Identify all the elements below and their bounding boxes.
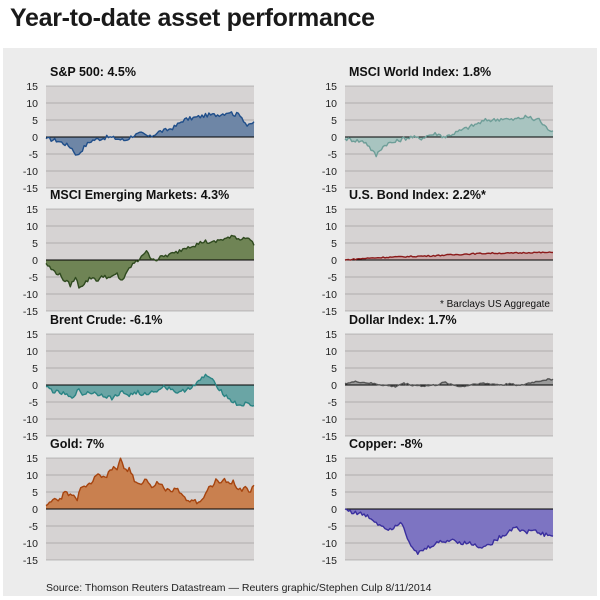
copper-tick-label: 15 — [325, 453, 337, 465]
copper-series-line — [344, 508, 554, 555]
brent-chart-title: Brent Crude: -6.1% — [50, 313, 163, 327]
msci-world-chart-title: MSCI World Index: 1.8% — [349, 65, 491, 79]
msci-em-tick-label: 10 — [26, 221, 38, 233]
brent-tick-label: 10 — [26, 346, 38, 358]
msci-world-tick-label: 5 — [331, 115, 337, 127]
msci-world-series-line — [344, 114, 554, 158]
copper-tick-label: 10 — [325, 470, 337, 482]
us-bond-tick-label: -10 — [322, 289, 337, 301]
brent-series-line — [45, 373, 255, 407]
copper-tick-label: 5 — [331, 487, 337, 499]
us-bond-tick-label: -5 — [328, 272, 337, 284]
brent-tick-label: 5 — [32, 363, 38, 375]
msci-world-tick-label: 0 — [331, 132, 337, 144]
dollar-tick-label: -10 — [322, 414, 337, 426]
page-title: Year-to-date asset performance — [10, 4, 375, 32]
msci-world-tick-label: -15 — [322, 183, 337, 195]
dollar-chart-title: Dollar Index: 1.7% — [349, 313, 457, 327]
msci-world-tick-label: 10 — [325, 98, 337, 110]
msci-em-tick-label: 15 — [26, 204, 38, 216]
gold-tick-label: 0 — [32, 504, 38, 516]
gold-area-fill — [46, 458, 254, 509]
us-bond-tick-label: 0 — [331, 255, 337, 267]
sp500-series-line — [45, 111, 255, 156]
copper-chart-title: Copper: -8% — [349, 437, 423, 451]
copper-tick-label: 0 — [331, 504, 337, 516]
copper-tick-label: -10 — [322, 538, 337, 550]
dollar-tick-label: 10 — [325, 346, 337, 358]
sp500-chart-title: S&P 500: 4.5% — [50, 65, 136, 79]
sp500-tick-label: -5 — [29, 149, 38, 161]
sp500-tick-label: 10 — [26, 98, 38, 110]
msci-em-tick-label: -5 — [29, 272, 38, 284]
msci-em-tick-label: 5 — [32, 238, 38, 250]
msci-em-area-fill — [46, 235, 254, 288]
copper-area-fill — [345, 509, 553, 555]
sp500-tick-label: -15 — [23, 183, 38, 195]
msci-world-tick-label: -5 — [328, 149, 337, 161]
us-bond-tick-label: 5 — [331, 238, 337, 250]
msci-world-tick-label: 15 — [325, 81, 337, 93]
gold-series-line — [45, 457, 255, 507]
msci-em-chart-title: MSCI Emerging Markets: 4.3% — [50, 188, 229, 202]
sp500-tick-label: 5 — [32, 115, 38, 127]
gold-chart-title: Gold: 7% — [50, 437, 104, 451]
gold-tick-label: 10 — [26, 470, 38, 482]
brent-tick-label: 15 — [26, 329, 38, 341]
sp500-tick-label: -10 — [23, 166, 38, 178]
sp500-tick-label: 0 — [32, 132, 38, 144]
dollar-series-line — [344, 378, 554, 388]
us-bond-chart-title: U.S. Bond Index: 2.2%* — [349, 188, 486, 202]
source-note: Source: Thomson Reuters Datastream — Reu… — [46, 582, 432, 594]
brent-tick-label: -15 — [23, 431, 38, 443]
gold-tick-label: -15 — [23, 555, 38, 567]
brent-area-fill — [46, 374, 254, 406]
msci-em-tick-label: -15 — [23, 306, 38, 318]
msci-world-tick-label: -10 — [322, 166, 337, 178]
sp500-area-fill — [46, 111, 254, 155]
gold-tick-label: -10 — [23, 538, 38, 550]
copper-tick-label: -5 — [328, 521, 337, 533]
brent-tick-label: 0 — [32, 380, 38, 392]
gold-tick-label: 15 — [26, 453, 38, 465]
brent-tick-label: -5 — [29, 397, 38, 409]
dollar-tick-label: -5 — [328, 397, 337, 409]
dollar-tick-label: 0 — [331, 380, 337, 392]
msci-em-tick-label: -10 — [23, 289, 38, 301]
us-bond-tick-label: 15 — [325, 204, 337, 216]
msci-world-area-fill — [345, 115, 553, 157]
sp500-tick-label: 15 — [26, 81, 38, 93]
us-bond-series-line — [344, 251, 554, 261]
us-bond-note: * Barclays US Aggregate — [440, 299, 550, 310]
dollar-tick-label: 15 — [325, 329, 337, 341]
brent-tick-label: -10 — [23, 414, 38, 426]
dollar-tick-label: 5 — [331, 363, 337, 375]
copper-tick-label: -15 — [322, 555, 337, 567]
us-bond-tick-label: 10 — [325, 221, 337, 233]
dollar-tick-label: -15 — [322, 431, 337, 443]
gold-tick-label: 5 — [32, 487, 38, 499]
gold-tick-label: -5 — [29, 521, 38, 533]
msci-em-tick-label: 0 — [32, 255, 38, 267]
msci-em-series-line — [45, 234, 255, 289]
us-bond-tick-label: -15 — [322, 306, 337, 318]
